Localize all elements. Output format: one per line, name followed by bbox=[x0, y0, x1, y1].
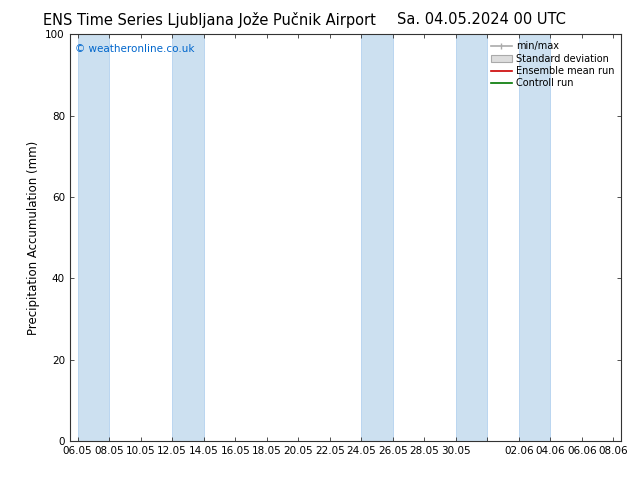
Y-axis label: Precipitation Accumulation (mm): Precipitation Accumulation (mm) bbox=[27, 141, 40, 335]
Bar bbox=[361, 34, 393, 441]
Bar bbox=[172, 34, 204, 441]
Bar bbox=[519, 34, 550, 441]
Legend: min/max, Standard deviation, Ensemble mean run, Controll run: min/max, Standard deviation, Ensemble me… bbox=[489, 39, 616, 90]
Bar bbox=[456, 34, 488, 441]
Bar bbox=[77, 34, 109, 441]
Text: © weatheronline.co.uk: © weatheronline.co.uk bbox=[75, 45, 195, 54]
Text: Sa. 04.05.2024 00 UTC: Sa. 04.05.2024 00 UTC bbox=[398, 12, 566, 27]
Text: ENS Time Series Ljubljana Jože Pučnik Airport: ENS Time Series Ljubljana Jože Pučnik Ai… bbox=[42, 12, 376, 28]
